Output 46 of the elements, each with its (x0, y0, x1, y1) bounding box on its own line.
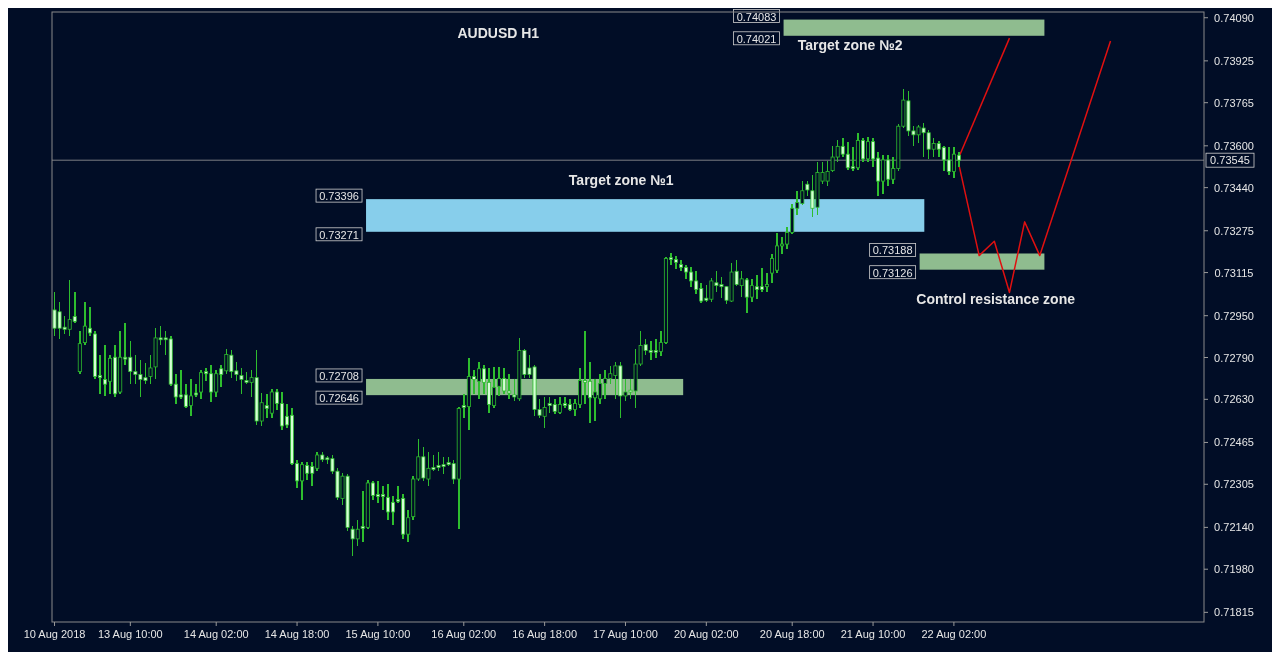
y-tick-label: 0.73925 (1214, 54, 1254, 67)
y-tick-label: 0.72465 (1214, 436, 1254, 449)
y-tick-label: 0.73600 (1214, 139, 1254, 152)
y-tick-label: 0.74090 (1214, 11, 1254, 24)
x-tick-label: 10 Aug 2018 (23, 628, 86, 640)
x-tick-label: 14 Aug 18:00 (264, 628, 330, 640)
band-label: Target zone №2 (797, 36, 903, 53)
x-tick-label: 22 Aug 02:00 (921, 628, 987, 640)
annotation: 0.74021 (736, 32, 777, 45)
ref-line-label: 0.73545 (1210, 154, 1250, 167)
annotation: 0.72708 (319, 369, 359, 382)
y-tick-label: 0.73115 (1214, 266, 1254, 279)
annotation: 0.73396 (319, 190, 359, 203)
candlestick (380, 485, 385, 511)
y-tick-label: 0.71815 (1214, 606, 1254, 619)
candlestick (239, 367, 244, 395)
x-tick-label: 14 Aug 02:00 (183, 628, 249, 640)
band-label: Control resistance zone (916, 290, 1076, 307)
x-tick-label: 16 Aug 18:00 (512, 628, 578, 640)
line-series (958, 40, 1112, 294)
x-tick-label: 20 Aug 02:00 (673, 628, 739, 640)
annotation: 0.74083 (736, 10, 777, 23)
text: AUDUSD H1 (457, 25, 540, 41)
candlestick (764, 272, 769, 294)
annotation: 0.73126 (872, 266, 913, 279)
y-tick-label: 0.73440 (1214, 181, 1254, 194)
x-tick-label: 16 Aug 02:00 (431, 628, 497, 640)
x-tick-label: 21 Aug 10:00 (840, 628, 906, 640)
x-tick-label: 13 Aug 10:00 (97, 628, 163, 640)
annotation: 0.72646 (319, 392, 359, 405)
y-tick-label: 0.72950 (1214, 309, 1254, 322)
annotation: 0.73188 (872, 244, 913, 257)
candlestick (497, 366, 502, 397)
annotation: 0.73271 (319, 228, 359, 241)
y-tick-label: 0.71980 (1214, 563, 1254, 576)
y-tick-label: 0.73275 (1214, 224, 1254, 237)
y-tick-label: 0.72305 (1214, 478, 1254, 491)
band-label: Target zone №1 (568, 172, 674, 189)
x-tick-label: 15 Aug 10:00 (345, 628, 411, 640)
x-tick-label: 17 Aug 10:00 (593, 628, 658, 640)
y-tick-label: 0.72790 (1214, 351, 1254, 364)
y-tick-label: 0.73765 (1214, 96, 1254, 109)
y-tick-label: 0.72140 (1214, 521, 1254, 534)
y-tick-label: 0.72630 (1214, 393, 1254, 406)
candlestick (103, 344, 108, 397)
x-tick-label: 20 Aug 18:00 (759, 628, 825, 640)
